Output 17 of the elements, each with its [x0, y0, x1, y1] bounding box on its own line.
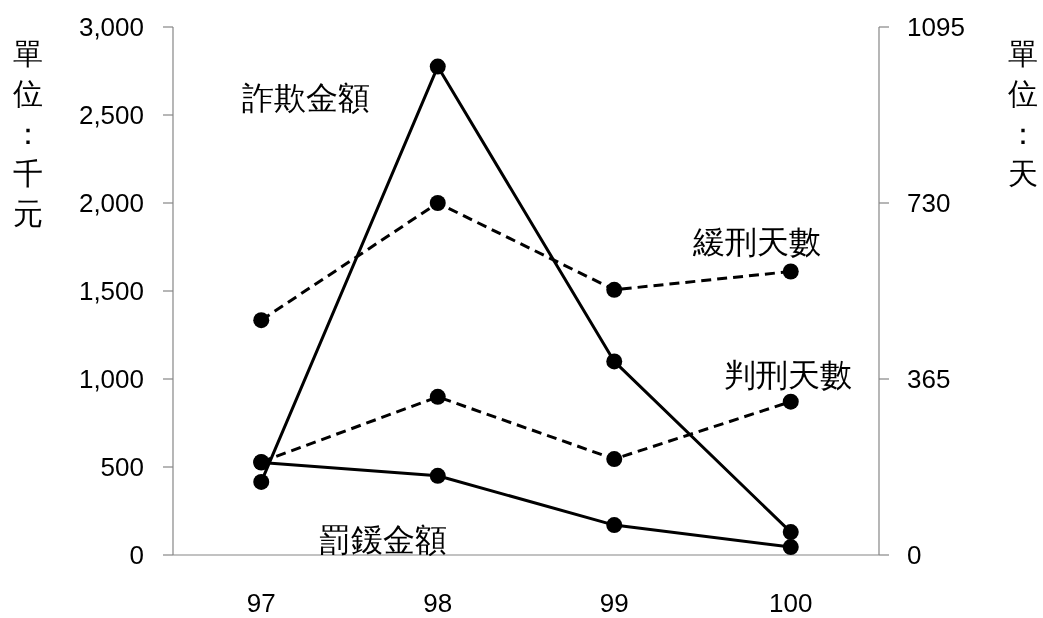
y2-tick-label: 1095 [907, 12, 965, 42]
y-tick-label: 3,000 [78, 12, 144, 42]
y2-tick-label: 365 [907, 364, 951, 394]
y2-tick-label: 0 [907, 540, 922, 570]
x-tick-label: 100 [769, 588, 813, 618]
ylabel: 單位：千元 [13, 36, 43, 230]
y-tick-label: 1,000 [78, 364, 144, 394]
y-tick-label: 2,000 [78, 188, 144, 218]
y-tick-label: 2,500 [78, 100, 144, 130]
y2-tick-label: 730 [907, 188, 951, 218]
x-tick-label: 99 [599, 588, 629, 618]
y-tick-label: 1,500 [78, 276, 144, 306]
y2label: 單位：天 [1008, 36, 1038, 190]
x-tick-label: 98 [423, 588, 453, 618]
y-tick-label: 500 [100, 452, 144, 482]
y-tick-label: 0 [129, 540, 144, 570]
x-tick-label: 97 [246, 588, 276, 618]
